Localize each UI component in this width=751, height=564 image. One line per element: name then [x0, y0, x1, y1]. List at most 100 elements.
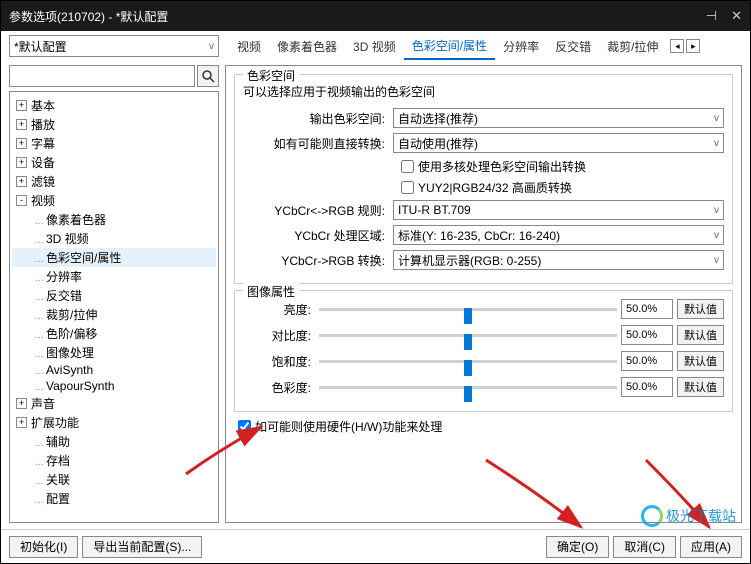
group-title: 图像属性 — [243, 283, 299, 300]
tree-line-icon — [34, 346, 46, 360]
output-cs-dropdown[interactable]: 自动选择(推荐) v — [393, 108, 724, 128]
tree-node[interactable]: 关联 — [12, 470, 216, 489]
default-button[interactable]: 默认值 — [677, 377, 724, 397]
slider-value[interactable]: 50.0% — [621, 299, 673, 319]
tree-line-icon — [34, 379, 46, 393]
tree-node[interactable]: 色彩空间/属性 — [12, 248, 216, 267]
tab-crop[interactable]: 裁剪/拉伸 — [599, 34, 666, 59]
search-input[interactable] — [9, 65, 195, 87]
cancel-button[interactable]: 取消(C) — [613, 536, 676, 558]
tree-label: 色阶/偏移 — [46, 325, 97, 342]
tab-video[interactable]: 视频 — [229, 34, 269, 59]
default-button[interactable]: 默认值 — [677, 351, 724, 371]
hw-checkbox[interactable] — [238, 420, 251, 433]
slider-thumb[interactable] — [464, 386, 472, 402]
tree-node[interactable]: + 扩展功能 — [12, 413, 216, 432]
expand-icon[interactable]: + — [16, 398, 27, 409]
tree-line-icon — [34, 289, 46, 303]
tree-node[interactable]: 配置 — [12, 489, 216, 508]
slider[interactable] — [319, 325, 617, 345]
collapse-icon[interactable]: - — [16, 195, 27, 206]
expand-icon[interactable]: + — [16, 119, 27, 130]
ycbcr-range-dropdown[interactable]: 标准(Y: 16-235, CbCr: 16-240) v — [393, 225, 724, 245]
footer: 初始化(I) 导出当前配置(S)... 确定(O) 取消(C) 应用(A) — [1, 529, 750, 563]
default-button[interactable]: 默认值 — [677, 325, 724, 345]
profile-dropdown[interactable]: *默认配置 v — [9, 35, 219, 57]
slider[interactable] — [319, 351, 617, 371]
tree-line-icon — [34, 327, 46, 341]
tree-node[interactable]: AviSynth — [12, 362, 216, 378]
tree-label: 字幕 — [31, 135, 55, 152]
tree-node[interactable]: +滤镜 — [12, 172, 216, 191]
chevron-down-icon: v — [714, 230, 719, 241]
slider-thumb[interactable] — [464, 360, 472, 376]
slider[interactable] — [319, 377, 617, 397]
ycbcr-torgb-dropdown[interactable]: 计算机显示器(RGB: 0-255) v — [393, 250, 724, 270]
slider-thumb[interactable] — [464, 334, 472, 350]
multicore-checkbox[interactable] — [401, 160, 414, 173]
close-icon[interactable]: ✕ — [731, 8, 742, 24]
ycbcr-rule-dropdown[interactable]: ITU-R BT.709 v — [393, 200, 724, 220]
yuy2-checkbox[interactable] — [401, 181, 414, 194]
tab-pixel-shader[interactable]: 像素着色器 — [269, 34, 345, 59]
slider[interactable] — [319, 299, 617, 319]
ok-button[interactable]: 确定(O) — [546, 536, 609, 558]
tree-node[interactable]: 裁剪/拉伸 — [12, 305, 216, 324]
init-button[interactable]: 初始化(I) — [9, 536, 78, 558]
content-panel: 色彩空间 可以选择应用于视频输出的色彩空间 输出色彩空间: 自动选择(推荐) v… — [225, 65, 742, 523]
direct-convert-dropdown[interactable]: 自动使用(推荐) v — [393, 133, 724, 153]
tree-line-icon — [34, 232, 46, 246]
expand-icon[interactable]: + — [16, 138, 27, 149]
tree-line-icon — [34, 308, 46, 322]
slider-label: 饱和度: — [243, 353, 319, 370]
tab-3d-video[interactable]: 3D 视频 — [345, 34, 404, 59]
pin-icon[interactable]: ⊣ — [706, 8, 717, 24]
export-button[interactable]: 导出当前配置(S)... — [82, 536, 202, 558]
tree-label: 色彩空间/属性 — [46, 249, 121, 266]
expand-icon[interactable]: + — [16, 176, 27, 187]
tree-node[interactable]: 反交错 — [12, 286, 216, 305]
tab-colorspace[interactable]: 色彩空间/属性 — [404, 33, 495, 60]
tree-node[interactable]: 像素着色器 — [12, 210, 216, 229]
tree-label: 扩展功能 — [31, 414, 79, 431]
expand-icon[interactable]: + — [16, 100, 27, 111]
default-button[interactable]: 默认值 — [677, 299, 724, 319]
tree-node[interactable]: + 声音 — [12, 394, 216, 413]
tree-node[interactable]: 色阶/偏移 — [12, 324, 216, 343]
tab-scroll-right[interactable]: ▸ — [686, 39, 700, 53]
tree-node[interactable]: -视频 — [12, 191, 216, 210]
expand-icon[interactable]: + — [16, 157, 27, 168]
search-button[interactable] — [197, 65, 219, 87]
tree-label: 存档 — [46, 452, 70, 469]
nav-tree[interactable]: +基本+播放+字幕+设备+滤镜-视频像素着色器3D 视频色彩空间/属性分辨率反交… — [9, 91, 219, 523]
tree-node[interactable]: + 字幕 — [12, 134, 216, 153]
sidebar: +基本+播放+字幕+设备+滤镜-视频像素着色器3D 视频色彩空间/属性分辨率反交… — [9, 65, 219, 523]
watermark-logo-icon — [641, 505, 663, 527]
tree-label: 设备 — [31, 154, 55, 171]
ycbcr-range-label: YCbCr 处理区域: — [243, 227, 393, 244]
tree-label: 声音 — [31, 395, 55, 412]
tree-node[interactable]: 分辨率 — [12, 267, 216, 286]
tree-node[interactable]: 存档 — [12, 451, 216, 470]
tree-node[interactable]: 辅助 — [12, 432, 216, 451]
tree-line-icon — [34, 492, 46, 506]
expand-icon[interactable]: + — [16, 417, 27, 428]
tab-deinterlace[interactable]: 反交错 — [547, 34, 599, 59]
ycbcr-rule-label: YCbCr<->RGB 规则: — [243, 202, 393, 219]
slider-row: 亮度:50.0%默认值 — [243, 299, 724, 319]
slider-value[interactable]: 50.0% — [621, 377, 673, 397]
tree-node[interactable]: VapourSynth — [12, 378, 216, 394]
tree-node[interactable]: + 设备 — [12, 153, 216, 172]
tree-node[interactable]: 图像处理 — [12, 343, 216, 362]
slider-value[interactable]: 50.0% — [621, 351, 673, 371]
apply-button[interactable]: 应用(A) — [680, 536, 742, 558]
tree-label: 分辨率 — [46, 268, 82, 285]
tree-node[interactable]: +基本 — [12, 96, 216, 115]
tree-node[interactable]: 3D 视频 — [12, 229, 216, 248]
tab-resolution[interactable]: 分辨率 — [495, 34, 547, 59]
tab-scroll-left[interactable]: ◂ — [670, 39, 684, 53]
slider-label: 对比度: — [243, 327, 319, 344]
slider-thumb[interactable] — [464, 308, 472, 324]
tree-node[interactable]: +播放 — [12, 115, 216, 134]
slider-value[interactable]: 50.0% — [621, 325, 673, 345]
